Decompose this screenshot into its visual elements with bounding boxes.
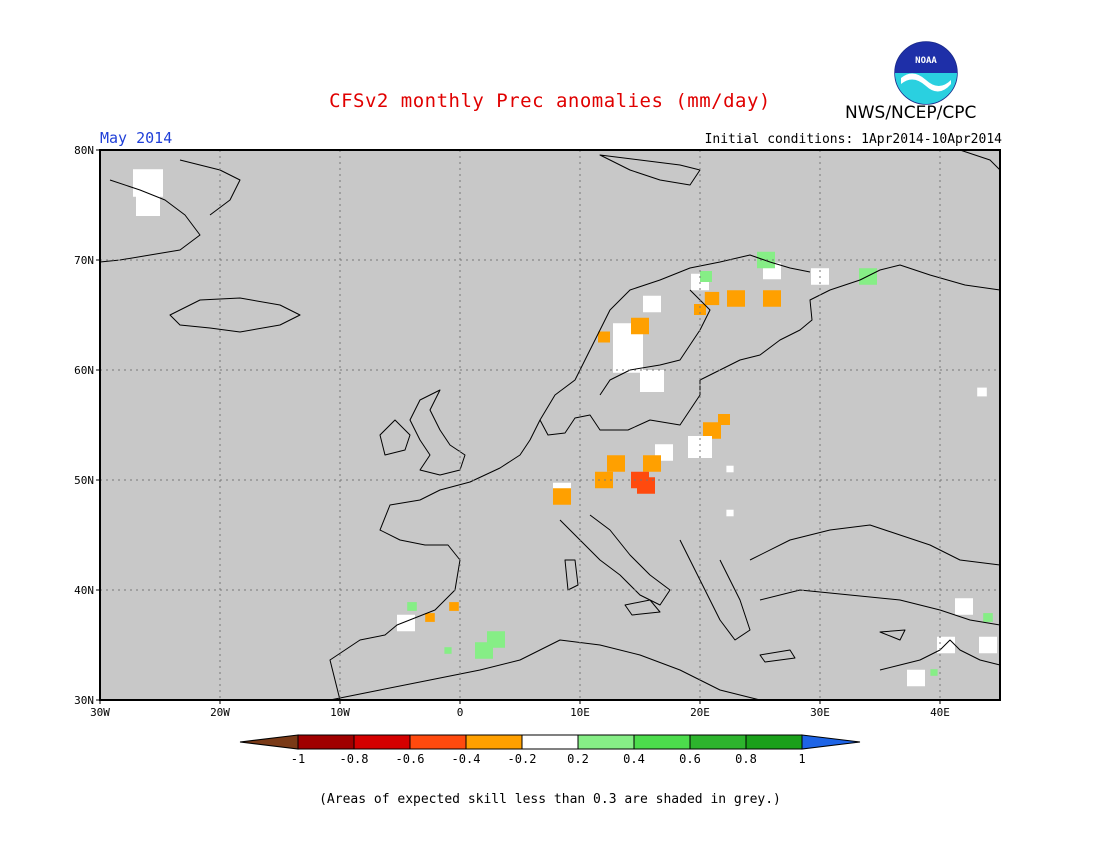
- lon-label: 20E: [690, 706, 710, 719]
- colorbar-under-arrow: [239, 734, 299, 750]
- map-frame: [99, 149, 1001, 701]
- colorbar-box: [633, 734, 691, 750]
- lon-label: 30E: [810, 706, 830, 719]
- skill-footnote: (Areas of expected skill less than 0.3 a…: [319, 792, 781, 807]
- noaa-logo: NOAA: [894, 41, 958, 105]
- colorbar-label: 0.4: [623, 752, 645, 766]
- anomaly-cell: [607, 455, 625, 472]
- coastlines: [99, 149, 1001, 701]
- anomaly-cell: [930, 669, 938, 676]
- anomaly-cell: [700, 271, 712, 282]
- colorbar-over-arrow: [801, 734, 861, 750]
- anomaly-cell: [643, 295, 661, 313]
- anomaly-cell: [407, 602, 417, 611]
- anomaly-cell: [763, 290, 781, 307]
- anomaly-cell: [979, 636, 997, 654]
- latitude-labels: 80N 70N 60N 50N 40N 30N: [74, 144, 100, 707]
- anomaly-cell: [637, 477, 655, 494]
- map-background: [100, 150, 1000, 700]
- anomaly-cell: [694, 304, 706, 315]
- anomaly-cell: [444, 647, 452, 654]
- anomaly-cell: [704, 291, 720, 306]
- precip-map: 80N 70N 60N 50N 40N 30N 30W 20W 10W 0 10E 20E 30E 40…: [74, 144, 1001, 719]
- anomaly-cell: [937, 636, 955, 654]
- colorbar-box: [745, 734, 803, 750]
- anomaly-cell: [598, 331, 610, 343]
- lat-label: 60N: [74, 364, 94, 377]
- anomaly-cell: [631, 317, 649, 335]
- colorbar-label: -0.4: [452, 752, 481, 766]
- anomaly-cell: [727, 290, 745, 307]
- anomaly-cell: [703, 422, 721, 439]
- anomaly-cell: [136, 194, 160, 216]
- colorbar-box: [409, 734, 467, 750]
- lon-label: 30W: [90, 706, 110, 719]
- forecast-month: May 2014: [100, 129, 173, 147]
- anomaly-cell: [475, 642, 493, 659]
- colorbar-label: -0.8: [340, 752, 369, 766]
- anomaly-layer: [133, 169, 997, 687]
- lon-label: 40E: [930, 706, 950, 719]
- anomaly-cell: [449, 602, 459, 611]
- colorbar-box: [689, 734, 747, 750]
- colorbar-label: 0.2: [567, 752, 589, 766]
- anomaly-cell: [643, 455, 661, 472]
- colorbar-label: -0.2: [508, 752, 537, 766]
- initial-conditions: Initial conditions: 1Apr2014-10Apr2014: [704, 132, 1002, 147]
- map-title: CFSv2 monthly Prec anomalies (mm/day): [329, 90, 771, 112]
- lon-label: 20W: [210, 706, 230, 719]
- colorbar: -1 -0.8 -0.6 -0.4 -0.2 0.2 0.4 0.6 0.8 1: [239, 734, 861, 766]
- anomaly-cell: [640, 370, 664, 392]
- colorbar-label: 1: [798, 752, 805, 766]
- anomaly-cell: [955, 598, 973, 615]
- anomaly-cell: [983, 613, 993, 622]
- lat-label: 30N: [74, 694, 94, 707]
- anomaly-cell: [726, 509, 734, 517]
- colorbar-label: -0.6: [396, 752, 425, 766]
- colorbar-label: 0.8: [735, 752, 757, 766]
- lat-label: 80N: [74, 144, 94, 157]
- lat-label: 70N: [74, 254, 94, 267]
- lon-label: 10W: [330, 706, 350, 719]
- anomaly-cell: [425, 613, 435, 622]
- longitude-labels: 30W 20W 10W 0 10E 20E 30E 40E: [90, 700, 950, 719]
- anomaly-cell: [718, 414, 730, 425]
- logo-text: NOAA: [915, 56, 937, 66]
- graticule: [100, 150, 1000, 700]
- lon-label: 10E: [570, 706, 590, 719]
- agency-label: NWS/NCEP/CPC: [845, 103, 977, 123]
- anomaly-cell: [977, 387, 987, 397]
- anomaly-cell: [397, 614, 415, 632]
- colorbar-box: [353, 734, 411, 750]
- colorbar-box: [577, 734, 635, 750]
- colorbar-label: -1: [291, 752, 305, 766]
- colorbar-box: [521, 734, 579, 750]
- anomaly-cell: [133, 169, 163, 197]
- lat-label: 40N: [74, 584, 94, 597]
- colorbar-box: [465, 734, 523, 750]
- colorbar-box: [297, 734, 355, 750]
- colorbar-label: 0.6: [679, 752, 701, 766]
- anomaly-cell: [553, 488, 571, 505]
- lat-label: 50N: [74, 474, 94, 487]
- anomaly-cell: [688, 436, 712, 458]
- anomaly-cell: [726, 465, 734, 473]
- lon-label: 0: [457, 706, 464, 719]
- anomaly-cell: [907, 669, 925, 687]
